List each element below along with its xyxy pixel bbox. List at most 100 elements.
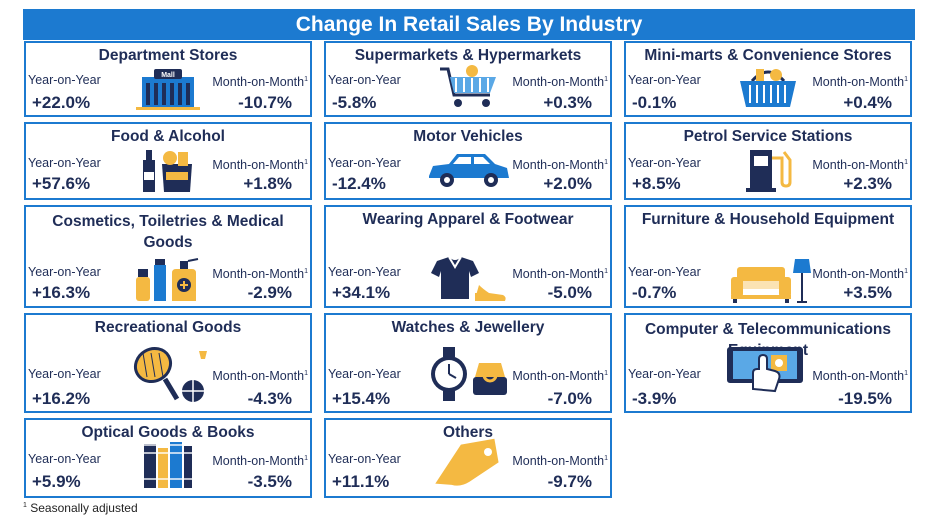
industry-name: Mini-marts & Convenience Stores: [644, 47, 892, 64]
industry-card: Mini-marts & Convenience Stores Year-on-Y…: [624, 41, 912, 117]
mom-label: Month-on-Month1: [812, 75, 908, 89]
mom-label: Month-on-Month1: [812, 369, 908, 383]
sofa-and-lamp-icon: [723, 255, 813, 310]
mom-label: Month-on-Month1: [812, 267, 908, 281]
mom-value: +0.3%: [543, 93, 592, 112]
mom-value: -9.7%: [547, 472, 592, 491]
mom-label: Month-on-Month1: [512, 158, 608, 172]
mom-label: Month-on-Month1: [512, 454, 608, 468]
cosmetics-bottles-icon: [128, 255, 208, 308]
mom-value: +1.8%: [243, 174, 292, 193]
industry-card: Watches & Jewellery Year-on-Year Month-on-…: [324, 313, 612, 413]
yoy-label: Year-on-Year: [628, 265, 701, 279]
fuel-pump-icon: [732, 146, 804, 199]
mom-label: Month-on-Month1: [812, 158, 908, 172]
industry-name: Furniture & Household Equipment: [641, 211, 895, 228]
yoy-value: +8.5%: [632, 174, 681, 193]
yoy-value: +15.4%: [332, 389, 391, 408]
yoy-value: +22.0%: [32, 93, 91, 112]
industry-card: Department Stores Year-on-Year Month-on-Mo…: [24, 41, 312, 117]
industry-name: Recreational Goods: [94, 319, 242, 336]
yoy-label: Year-on-Year: [328, 73, 401, 87]
racket-and-ball-icon: [123, 345, 213, 412]
price-tag-icon: [426, 438, 510, 491]
industry-card: Recreational Goods Year-on-Year Month-on-M…: [24, 313, 312, 413]
mom-value: +2.3%: [843, 174, 892, 193]
yoy-value: -12.4%: [332, 174, 386, 193]
yoy-value: -0.1%: [632, 93, 677, 112]
yoy-label: Year-on-Year: [628, 156, 701, 170]
shirt-and-shoe-icon: [423, 255, 513, 310]
mom-value: -7.0%: [547, 389, 592, 408]
svg-text:Mall: Mall: [161, 72, 175, 79]
yoy-label: Year-on-Year: [328, 367, 401, 381]
industry-name: Wearing Apparel & Footwear: [362, 211, 574, 228]
yoy-label: Year-on-Year: [328, 156, 401, 170]
industry-name: Supermarkets & Hypermarkets: [354, 47, 582, 64]
yoy-label: Year-on-Year: [28, 452, 101, 466]
industry-card: Computer & Telecommunications EquipmentY…: [624, 313, 912, 413]
industry-name: Motor Vehicles: [413, 128, 523, 145]
mom-value: -3.5%: [247, 472, 292, 491]
mom-label: Month-on-Month1: [212, 267, 308, 281]
footnote: 1 Seasonally adjusted: [23, 501, 138, 515]
industry-card: Food & Alcohol Year-on-Year Month-on-Month…: [24, 122, 312, 200]
books-icon: [140, 438, 196, 495]
industry-card: Motor Vehicles Year-on-Year Month-on-Month…: [324, 122, 612, 200]
yoy-value: +16.3%: [32, 283, 91, 302]
yoy-label: Year-on-Year: [328, 265, 401, 279]
industry-card: Wearing Apparel & Footwear Year-on-Year Mo…: [324, 205, 612, 308]
mom-value: -5.0%: [547, 283, 592, 302]
yoy-value: +16.2%: [32, 389, 91, 408]
yoy-value: +57.6%: [32, 174, 91, 193]
industry-card: Cosmetics, Toiletries & Medical Goods Yea…: [24, 205, 312, 308]
yoy-value: -3.9%: [632, 389, 677, 408]
industry-name: Petrol Service Stations: [683, 128, 853, 145]
watch-and-ring-icon: [423, 345, 513, 408]
yoy-label: Year-on-Year: [28, 73, 101, 87]
yoy-value: +5.9%: [32, 472, 81, 491]
mom-value: +3.5%: [843, 283, 892, 302]
mom-value: -10.7%: [238, 93, 292, 112]
wine-and-grocery-bag-icon: [132, 146, 204, 199]
yoy-value: +34.1%: [332, 283, 391, 302]
mom-label: Month-on-Month1: [512, 369, 608, 383]
industry-name: Food & Alcohol: [111, 128, 225, 145]
mom-value: +2.0%: [543, 174, 592, 193]
mom-label: Month-on-Month1: [212, 75, 308, 89]
yoy-label: Year-on-Year: [628, 73, 701, 87]
mom-value: -19.5%: [838, 389, 892, 408]
touchscreen-hand-icon: [723, 345, 813, 398]
mall-building-icon: Mall: [132, 63, 204, 116]
industry-card: Supermarkets & Hypermarkets Year-on-Year M…: [324, 41, 612, 117]
yoy-label: Year-on-Year: [28, 156, 101, 170]
yoy-label: Year-on-Year: [628, 367, 701, 381]
shopping-cart-icon: [432, 63, 504, 116]
industry-name: Cosmetics, Toiletries & Medical Goods: [52, 213, 284, 251]
industry-card: Optical Goods & Books Year-on-Year Month-o…: [24, 418, 312, 498]
mom-label: Month-on-Month1: [512, 267, 608, 281]
mom-label: Month-on-Month1: [212, 158, 308, 172]
mom-value: +0.4%: [843, 93, 892, 112]
mom-label: Month-on-Month1: [212, 454, 308, 468]
car-icon: [423, 146, 513, 197]
industry-name: Department Stores: [98, 47, 238, 64]
shopping-basket-icon: [732, 63, 804, 116]
mom-value: -4.3%: [247, 389, 292, 408]
mom-label: Month-on-Month1: [212, 369, 308, 383]
industry-name: Watches & Jewellery: [391, 319, 545, 336]
yoy-label: Year-on-Year: [28, 367, 101, 381]
industry-card: Furniture & Household Equipment Year-on-Y…: [624, 205, 912, 308]
industry-name: Optical Goods & Books: [81, 424, 255, 441]
yoy-label: Year-on-Year: [328, 452, 401, 466]
chart-title: Change In Retail Sales By Industry: [23, 9, 915, 40]
yoy-value: -0.7%: [632, 283, 677, 302]
mom-label: Month-on-Month1: [512, 75, 608, 89]
mom-value: -2.9%: [247, 283, 292, 302]
yoy-value: +11.1%: [332, 472, 390, 491]
industry-name: Others: [443, 424, 493, 441]
industry-card: Petrol Service Stations Year-on-Year Month…: [624, 122, 912, 200]
yoy-value: -5.8%: [332, 93, 377, 112]
industry-card: Others Year-on-Year Month-on-Month1 +11.1% -…: [324, 418, 612, 498]
yoy-label: Year-on-Year: [28, 265, 101, 279]
